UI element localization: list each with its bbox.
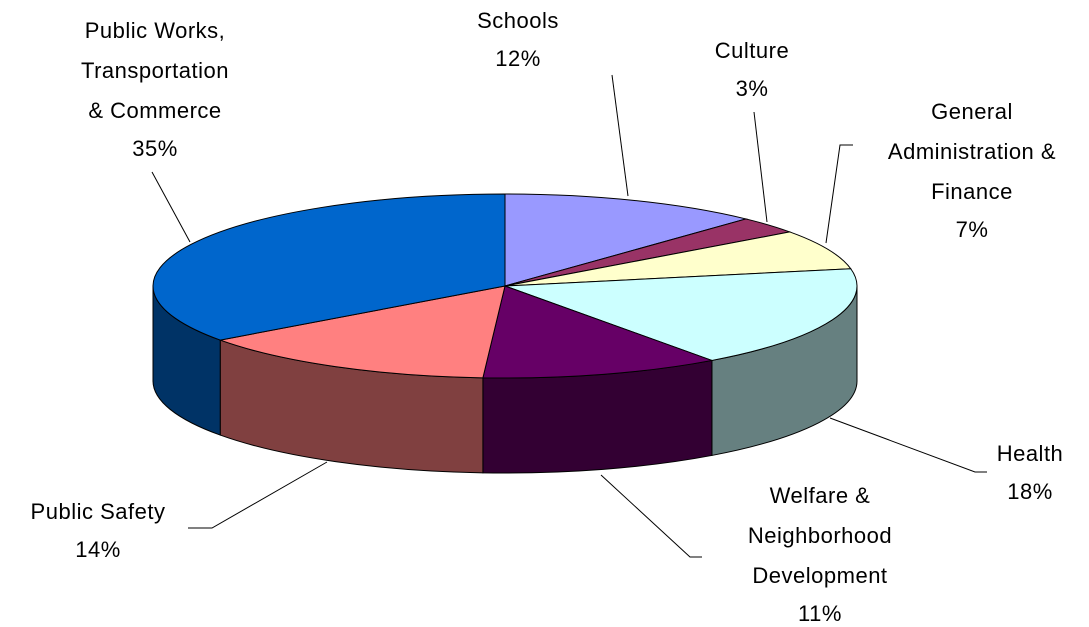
leader-line (753, 111, 768, 223)
slice-label: Health (997, 441, 1064, 466)
leader-line (600, 474, 702, 558)
slice-value-label: 35% (132, 136, 178, 161)
slice (504, 193, 748, 287)
slice-value-label: 7% (956, 217, 989, 242)
slice (482, 285, 714, 379)
leader-line (829, 417, 987, 473)
slice-label: Welfare & Neighborhood Development (748, 483, 892, 588)
slice-value-label: 14% (75, 537, 121, 562)
leader-line (611, 74, 629, 197)
slice-label: Culture (715, 38, 789, 63)
slice-value-label: 11% (798, 601, 842, 626)
slice-value-label: 3% (736, 76, 769, 101)
leader-line (151, 171, 191, 243)
slice-label: Schools (477, 8, 559, 33)
slice-value-label: 18% (1007, 479, 1053, 504)
slice (152, 193, 506, 341)
slice-label: General Administration & Finance (888, 99, 1056, 204)
leader-line (825, 144, 853, 244)
slice-label: Public Safety (31, 499, 166, 524)
slice-value-label: 12% (495, 46, 541, 71)
slice (218, 285, 506, 379)
slice (504, 231, 852, 287)
slice (504, 268, 858, 361)
leader-line (188, 461, 328, 529)
slice-label: Public Works, Transportation & Commerce (81, 18, 229, 123)
